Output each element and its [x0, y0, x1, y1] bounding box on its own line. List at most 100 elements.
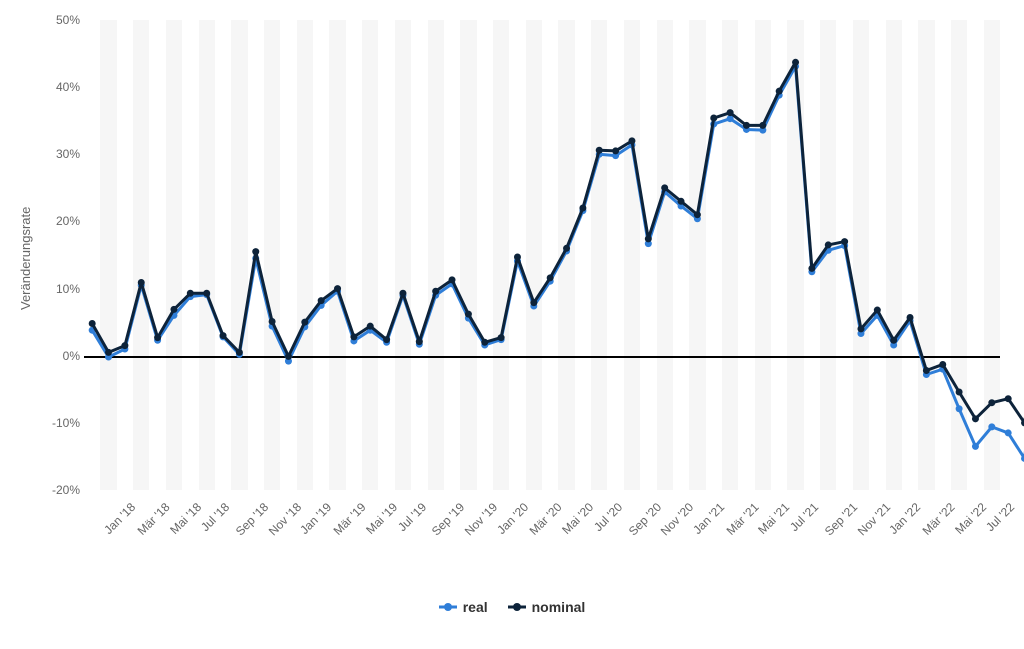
- series-point-nominal[interactable]: [170, 306, 177, 313]
- series-point-nominal[interactable]: [350, 333, 357, 340]
- plot-area: [84, 20, 1000, 490]
- series-point-nominal[interactable]: [874, 307, 881, 314]
- series-point-nominal[interactable]: [318, 297, 325, 304]
- series-point-nominal[interactable]: [678, 198, 685, 205]
- series-point-nominal[interactable]: [841, 238, 848, 245]
- series-point-nominal[interactable]: [579, 205, 586, 212]
- x-tick: Mai '21: [756, 500, 793, 537]
- x-tick: Mai '18: [167, 500, 204, 537]
- x-tick: Mär '21: [723, 500, 761, 538]
- series-point-nominal[interactable]: [612, 147, 619, 154]
- series-point-nominal[interactable]: [334, 285, 341, 292]
- series-point-nominal[interactable]: [269, 318, 276, 325]
- series-point-nominal[interactable]: [988, 399, 995, 406]
- series-point-nominal[interactable]: [907, 314, 914, 321]
- x-tick: Mai '22: [952, 500, 989, 537]
- legend-label: real: [463, 599, 488, 615]
- x-tick: Jan '22: [887, 500, 924, 537]
- series-point-nominal[interactable]: [449, 276, 456, 283]
- series-point-nominal[interactable]: [530, 299, 537, 306]
- series-point-nominal[interactable]: [661, 184, 668, 191]
- y-tick: 0%: [0, 349, 80, 363]
- series-point-nominal[interactable]: [596, 147, 603, 154]
- series-point-nominal[interactable]: [252, 248, 259, 255]
- y-tick: -20%: [0, 483, 80, 497]
- series-point-nominal[interactable]: [220, 332, 227, 339]
- series-point-nominal[interactable]: [89, 320, 96, 327]
- x-tick: Jan '21: [690, 500, 727, 537]
- y-tick: 30%: [0, 147, 80, 161]
- series-point-nominal[interactable]: [710, 115, 717, 122]
- series-point-nominal[interactable]: [285, 353, 292, 360]
- series-point-nominal[interactable]: [367, 323, 374, 330]
- y-tick: 10%: [0, 282, 80, 296]
- series-point-nominal[interactable]: [727, 109, 734, 116]
- series-point-nominal[interactable]: [154, 334, 161, 341]
- x-tick: Mai '19: [363, 500, 400, 537]
- series-point-real[interactable]: [972, 443, 979, 450]
- series-point-nominal[interactable]: [628, 137, 635, 144]
- x-tick: Nov '19: [462, 500, 500, 538]
- x-tick: Jul '21: [787, 500, 821, 534]
- series-point-nominal[interactable]: [416, 338, 423, 345]
- series-point-nominal[interactable]: [1005, 395, 1012, 402]
- series-point-nominal[interactable]: [743, 122, 750, 129]
- series-point-nominal[interactable]: [481, 339, 488, 346]
- series-point-nominal[interactable]: [563, 245, 570, 252]
- series-point-nominal[interactable]: [514, 254, 521, 261]
- series-point-nominal[interactable]: [890, 337, 897, 344]
- legend-label: nominal: [532, 599, 586, 615]
- series-point-nominal[interactable]: [825, 241, 832, 248]
- series-point-nominal[interactable]: [121, 342, 128, 349]
- series-point-nominal[interactable]: [792, 59, 799, 66]
- series-point-nominal[interactable]: [203, 290, 210, 297]
- x-tick: Nov '21: [854, 500, 892, 538]
- series-point-nominal[interactable]: [399, 290, 406, 297]
- series-point-nominal[interactable]: [138, 279, 145, 286]
- legend-item-real[interactable]: real: [439, 599, 488, 615]
- series-point-nominal[interactable]: [547, 274, 554, 281]
- series-point-nominal[interactable]: [383, 336, 390, 343]
- series-point-nominal[interactable]: [759, 122, 766, 129]
- x-tick: Jul '18: [198, 500, 232, 534]
- line-series-layer: [84, 20, 1000, 490]
- series-point-nominal[interactable]: [498, 334, 505, 341]
- x-tick: Jan '18: [101, 500, 138, 537]
- y-tick: 50%: [0, 13, 80, 27]
- x-tick: Mär '22: [920, 500, 958, 538]
- x-tick: Sep '20: [625, 500, 663, 538]
- series-point-nominal[interactable]: [432, 288, 439, 295]
- y-tick: 40%: [0, 80, 80, 94]
- series-point-nominal[interactable]: [923, 367, 930, 374]
- y-tick: 20%: [0, 214, 80, 228]
- series-point-real[interactable]: [956, 405, 963, 412]
- series-point-nominal[interactable]: [105, 349, 112, 356]
- series-point-nominal[interactable]: [808, 265, 815, 272]
- x-tick: Jan '19: [298, 500, 335, 537]
- legend-item-nominal[interactable]: nominal: [508, 599, 586, 615]
- series-point-real[interactable]: [1005, 429, 1012, 436]
- series-point-nominal[interactable]: [857, 325, 864, 332]
- series-point-nominal[interactable]: [776, 88, 783, 95]
- x-tick: Sep '18: [233, 500, 271, 538]
- x-tick: Jul '20: [591, 500, 625, 534]
- series-point-real[interactable]: [988, 423, 995, 430]
- x-tick: Jul '22: [984, 500, 1018, 534]
- series-point-nominal[interactable]: [187, 290, 194, 297]
- x-tick: Nov '18: [266, 500, 304, 538]
- series-point-nominal[interactable]: [956, 388, 963, 395]
- series-point-nominal[interactable]: [972, 415, 979, 422]
- series-point-nominal[interactable]: [645, 235, 652, 242]
- series-point-nominal[interactable]: [465, 311, 472, 318]
- x-tick: Sep '21: [822, 500, 860, 538]
- series-point-nominal[interactable]: [694, 211, 701, 218]
- series-point-nominal[interactable]: [301, 319, 308, 326]
- series-point-nominal[interactable]: [236, 349, 243, 356]
- series-line-nominal: [92, 62, 1024, 423]
- series-point-nominal[interactable]: [939, 361, 946, 368]
- x-tick: Mär '19: [331, 500, 369, 538]
- x-tick: Jan '20: [494, 500, 531, 537]
- x-tick: Mär '18: [135, 500, 173, 538]
- x-tick: Mär '20: [527, 500, 565, 538]
- x-tick: Sep '19: [429, 500, 467, 538]
